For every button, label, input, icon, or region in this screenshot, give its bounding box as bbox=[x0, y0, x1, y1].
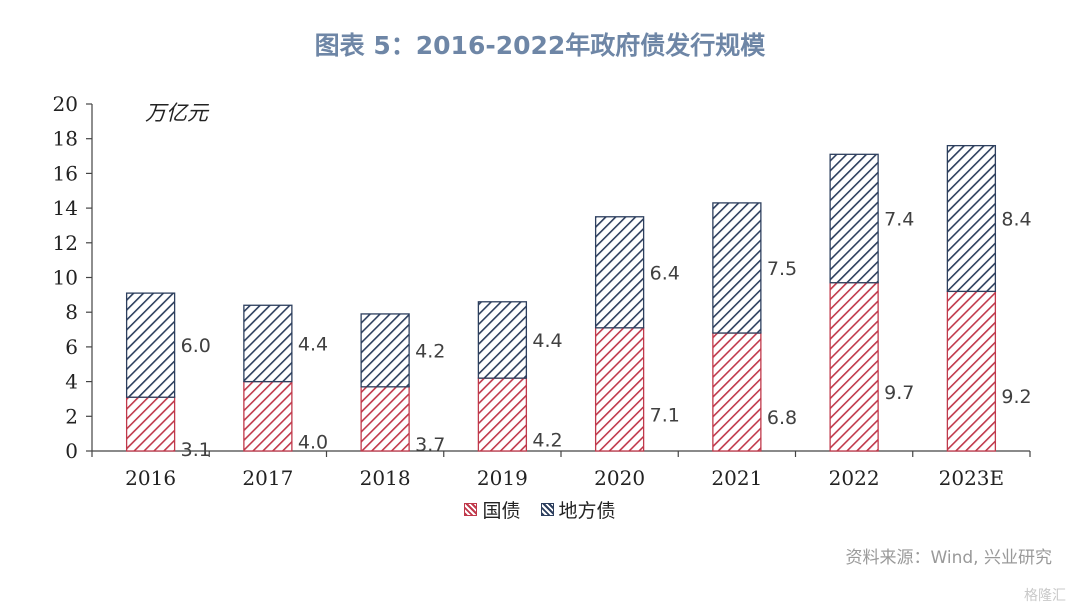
legend-label-local-bond: 地方债 bbox=[558, 500, 616, 522]
y-tick-label: 16 bbox=[53, 161, 78, 185]
legend-swatch-national-bond bbox=[464, 503, 478, 516]
data-label-national-bond: 3.1 bbox=[181, 439, 211, 461]
bar-local-bond bbox=[360, 313, 410, 388]
legend-item-national-bond: 国债 bbox=[464, 496, 521, 523]
bar-local-bond bbox=[829, 153, 879, 284]
bar-local-bond bbox=[712, 202, 762, 334]
bar-local-bond bbox=[243, 304, 293, 383]
data-label-national-bond: 9.2 bbox=[1001, 386, 1031, 408]
x-tick-label: 2019 bbox=[477, 466, 528, 490]
bar-national-bond bbox=[594, 327, 645, 452]
x-tick-label: 2023E bbox=[939, 466, 1005, 490]
bar-national-bond bbox=[477, 377, 528, 452]
axes: 0 2 4 6 8 10 12 14 16 18 20 2016 2017 2018 2019 2020 202… bbox=[53, 92, 1031, 490]
y-tick-label: 18 bbox=[53, 127, 78, 151]
data-label-local-bond: 6.0 bbox=[181, 335, 211, 357]
data-label-local-bond: 7.4 bbox=[884, 209, 914, 231]
bar-local-bond bbox=[125, 292, 176, 398]
data-label-local-bond: 4.2 bbox=[415, 340, 445, 362]
bar-local-bond bbox=[594, 216, 645, 329]
y-tick-label: 12 bbox=[53, 231, 78, 255]
x-tick-label: 2022 bbox=[829, 466, 880, 490]
y-tick-label: 0 bbox=[65, 439, 78, 463]
unit-label: 万亿元 bbox=[145, 101, 210, 125]
y-tick-label: 2 bbox=[65, 404, 78, 428]
y-tick-label: 20 bbox=[53, 92, 78, 116]
data-labels: 3.1 6.0 4.0 4.4 3.7 4.2 4.2 4.4 7.1 6.4 6.8 7.5 9.7 7… bbox=[181, 209, 1032, 462]
data-label-national-bond: 7.1 bbox=[650, 404, 680, 426]
x-tick-label: 2016 bbox=[125, 466, 176, 490]
x-tick-label: 2020 bbox=[594, 466, 645, 490]
data-label-national-bond: 4.0 bbox=[298, 431, 328, 453]
bar-local-bond bbox=[477, 301, 528, 379]
x-tick-label: 2018 bbox=[360, 466, 411, 490]
data-label-local-bond: 8.4 bbox=[1001, 209, 1031, 231]
data-label-national-bond: 3.7 bbox=[415, 434, 445, 456]
data-label-local-bond: 6.4 bbox=[650, 262, 680, 284]
data-label-local-bond: 4.4 bbox=[298, 333, 328, 355]
data-label-local-bond: 7.5 bbox=[767, 258, 797, 280]
bar-national-bond bbox=[946, 290, 997, 452]
y-tick-label: 14 bbox=[53, 196, 78, 220]
legend-label-national-bond: 国债 bbox=[482, 500, 521, 522]
watermark: 格隆汇 bbox=[1024, 588, 1066, 604]
page-title: 图表 5：2016-2022年政府债发行规模 bbox=[314, 31, 766, 60]
bar-national-bond bbox=[829, 282, 879, 452]
x-tick-label: 2021 bbox=[711, 466, 762, 490]
legend-swatch-local-bond bbox=[540, 503, 554, 516]
data-label-local-bond: 4.4 bbox=[532, 330, 562, 352]
legend: 国债 地方债 bbox=[0, 496, 1080, 523]
legend-item-local-bond: 地方债 bbox=[540, 496, 616, 523]
y-tick-label: 10 bbox=[53, 266, 78, 290]
y-tick-label: 8 bbox=[65, 300, 78, 324]
bar-national-bond bbox=[243, 380, 293, 452]
data-label-national-bond: 4.2 bbox=[532, 430, 562, 452]
data-label-national-bond: 6.8 bbox=[767, 407, 797, 429]
bars bbox=[125, 144, 997, 452]
y-tick-label: 6 bbox=[65, 335, 78, 359]
y-tick-label: 4 bbox=[65, 370, 78, 394]
bar-national-bond bbox=[360, 386, 410, 452]
bar-national-bond bbox=[712, 332, 762, 452]
bar-national-bond bbox=[125, 396, 176, 452]
source-note: 资料来源：Wind, 兴业研究 bbox=[845, 548, 1052, 568]
bar-local-bond bbox=[946, 144, 997, 293]
x-tick-label: 2017 bbox=[242, 466, 293, 490]
data-label-national-bond: 9.7 bbox=[884, 382, 914, 404]
